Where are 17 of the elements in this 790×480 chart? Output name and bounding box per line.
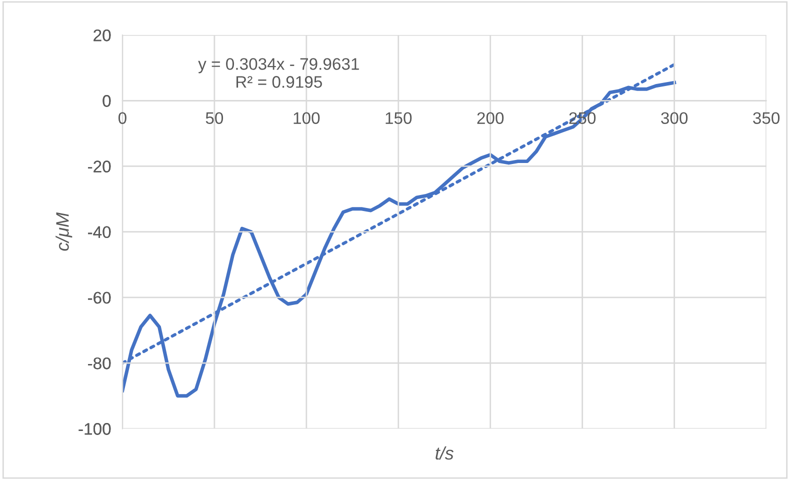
y-tick-label: 20: [94, 29, 111, 42]
x-tick-label: 350: [753, 112, 780, 124]
y-tick-label: -20: [88, 160, 111, 172]
y-tick-label: -60: [88, 292, 111, 304]
x-tick-label: 200: [477, 112, 504, 124]
y-tick-label: -100: [78, 423, 111, 435]
annotation: y = 0.3034x - 79.9631 R² = 0.9195: [198, 58, 359, 88]
x-tick-label: 150: [386, 112, 412, 124]
y-axis-title: c/μM: [56, 212, 72, 251]
x-tick-label: 100: [294, 112, 320, 124]
x-tick-label: 50: [206, 112, 224, 124]
x-axis-title: t/s: [436, 446, 454, 460]
y-tick-label: -40: [88, 226, 111, 238]
y-tick-label: 0: [102, 95, 111, 107]
x-tick-label: 0: [118, 112, 126, 124]
x-tick-label: 300: [661, 112, 688, 124]
y-tick-label: -80: [88, 357, 111, 370]
